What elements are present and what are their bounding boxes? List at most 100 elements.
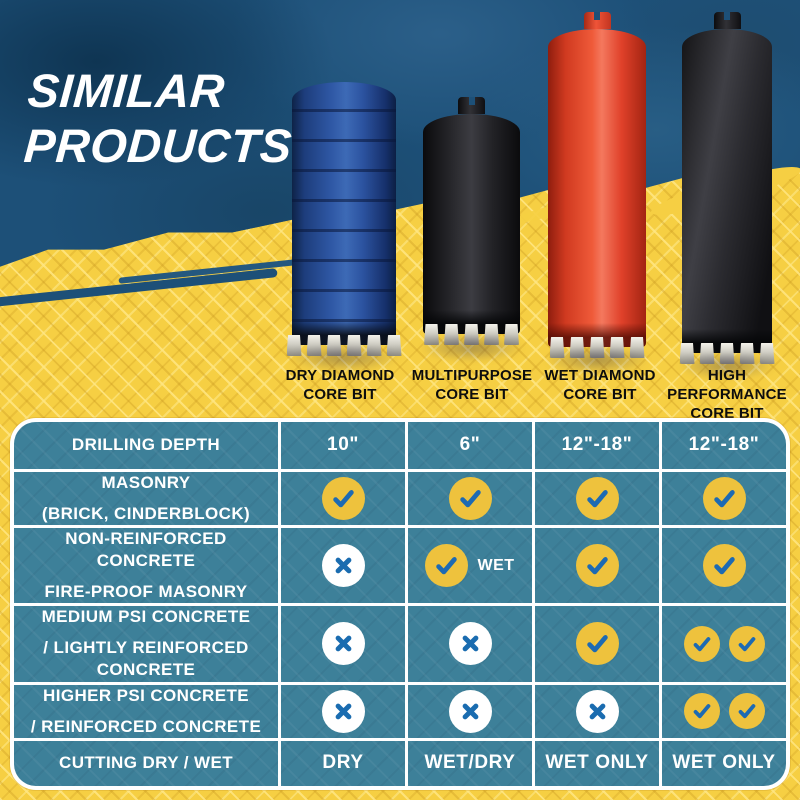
diamond-segment — [759, 343, 775, 364]
row-label-line: MASONRY — [101, 472, 191, 492]
comparison-table: DRILLING DEPTH 10" 6" 12"-18" 12"-18" MASONRY… — [10, 418, 790, 790]
bit-body — [548, 29, 646, 347]
product-label-wet-diamond: WET DIAMOND CORE BIT — [525, 366, 675, 404]
row-label-r1: DRILLING DEPTH — [14, 422, 278, 469]
bit-segments — [424, 324, 519, 345]
table-cell-r3-c2: WET — [408, 527, 532, 604]
cell-text: WET ONLY — [545, 752, 649, 774]
row-label-line: DRILLING DEPTH — [71, 435, 221, 455]
row-label-line: CUTTING DRY / WET — [59, 753, 233, 773]
diamond-segment — [629, 337, 645, 358]
cell-text: 10" — [327, 434, 359, 456]
diamond-segment — [286, 335, 302, 356]
diamond-segment — [444, 324, 459, 345]
diamond-segment — [719, 343, 735, 364]
row-label-line: MEDIUM PSI CONCRETE — [41, 607, 251, 627]
table-cell-r6-c1: DRY — [281, 740, 405, 786]
product-label-line: CORE BIT — [303, 386, 377, 404]
diamond-segment — [464, 324, 479, 345]
row-label-line: / LIGHTLY REINFORCED CONCRETE — [43, 638, 249, 680]
bit-shank — [583, 12, 611, 29]
table-cell-r4-c3 — [535, 606, 659, 682]
product-label-line: CORE BIT — [435, 386, 509, 404]
check-icon — [702, 476, 746, 520]
diamond-segment — [569, 337, 585, 358]
product-label-line: DRY DIAMOND — [285, 367, 395, 384]
hero-background — [0, 0, 800, 267]
cell-suffix-text: WET — [477, 556, 515, 574]
table-cell-r1-c4: 12"-18" — [662, 422, 786, 469]
cell-text: DRY — [322, 752, 364, 774]
bit-segments — [679, 343, 775, 364]
product-label-line: MULTIPURPOSE — [411, 367, 533, 384]
row-label-r4: MEDIUM PSI CONCRETE / LIGHTLY REINFORCED … — [14, 606, 278, 682]
row-label-r5: HIGHER PSI CONCRETE / REINFORCED CONCRETE — [14, 684, 278, 738]
cell-text: 12"-18" — [561, 434, 633, 456]
table-cell-r6-c2: WET/DRY — [408, 740, 532, 786]
table-cell-r3-c1 — [281, 527, 405, 604]
cell-text: 6" — [459, 434, 481, 456]
check-icon — [728, 625, 765, 662]
brush-streak-blue — [0, 268, 278, 307]
check-icon — [683, 693, 720, 730]
page-title: SIMILAR PRODUCTS — [22, 64, 297, 173]
bit-segments — [286, 335, 402, 356]
table-cell-r4-c2 — [408, 606, 532, 682]
check-icon — [575, 544, 619, 588]
row-label-line: (BRICK, CINDERBLOCK) — [41, 503, 251, 523]
table-cell-r6-c4: WET ONLY — [662, 740, 786, 786]
table-cell-r2-c1 — [281, 471, 405, 525]
cell-text: WET/DRY — [424, 752, 516, 774]
diamond-segment — [424, 324, 439, 345]
diamond-segment — [306, 335, 322, 356]
diamond-segment — [504, 324, 519, 345]
table-cell-r6-c3: WET ONLY — [535, 740, 659, 786]
table-cell-r5-c1 — [281, 684, 405, 738]
check-icon — [448, 476, 492, 520]
table-cell-r5-c3 — [535, 684, 659, 738]
product-image-high-performance-core-bit — [679, 12, 775, 364]
row-label-line: NON-REINFORCED CONCRETE — [65, 528, 227, 571]
product-label-line: CORE BIT — [563, 386, 637, 404]
check-icon — [425, 544, 469, 588]
table-cell-r1-c2: 6" — [408, 422, 532, 469]
bit-reflection — [544, 346, 650, 374]
cell-text: WET ONLY — [672, 752, 776, 774]
cell-text: 12"-18" — [688, 434, 760, 456]
bit-segments — [549, 337, 645, 358]
x-icon — [448, 622, 492, 666]
product-image-dry-diamond-core-bit — [286, 82, 402, 356]
check-icon — [702, 544, 746, 588]
x-icon — [321, 689, 365, 733]
table-cell-r4-c1 — [281, 606, 405, 682]
bit-body — [682, 29, 772, 353]
table-cell-r5-c4 — [662, 684, 786, 738]
table-cell-r3-c4 — [662, 527, 786, 604]
product-label-line: WET DIAMOND — [544, 367, 656, 384]
diamond-segment — [386, 335, 402, 356]
bit-shank — [458, 97, 485, 114]
table-cell-r5-c2 — [408, 684, 532, 738]
diamond-segment — [326, 335, 342, 356]
row-label-r6: CUTTING DRY / WET — [14, 740, 278, 786]
product-label-multipurpose: MULTIPURPOSE CORE BIT — [397, 366, 547, 404]
check-icon — [575, 622, 619, 666]
x-icon — [575, 689, 619, 733]
table-cell-r1-c1: 10" — [281, 422, 405, 469]
diamond-segment — [609, 337, 625, 358]
product-image-wet-diamond-core-bit — [548, 12, 646, 358]
row-label-r3: NON-REINFORCED CONCRETE FIRE-PROOF MASONR… — [14, 527, 278, 604]
check-icon — [321, 476, 365, 520]
row-label-line: HIGHER PSI CONCRETE — [43, 685, 249, 705]
row-label-r2: MASONRY (BRICK, CINDERBLOCK) — [14, 471, 278, 525]
diamond-segment — [549, 337, 565, 358]
product-image-multipurpose-core-bit — [423, 97, 520, 345]
product-label-dry-diamond: DRY DIAMOND CORE BIT — [265, 366, 415, 404]
table-cell-r2-c4 — [662, 471, 786, 525]
diamond-segment — [589, 337, 605, 358]
row-label-line: FIRE-PROOF MASONRY — [44, 582, 248, 602]
table-cell-r2-c2 — [408, 471, 532, 525]
bit-reflection — [288, 344, 400, 372]
diamond-segment — [739, 343, 755, 364]
